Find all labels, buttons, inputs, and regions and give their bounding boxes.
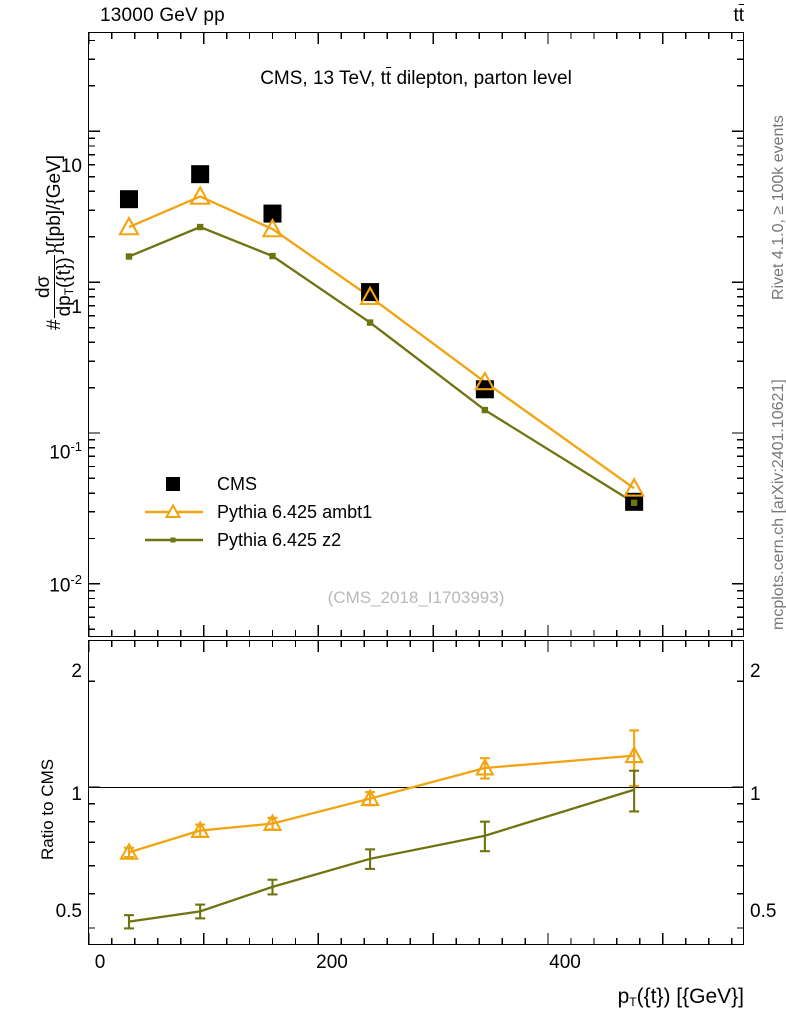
y-tick-label-1: 1 [8,297,82,319]
ratio-y-tick-label-1: 1 [71,784,82,805]
y-axis-label-hash: # [43,319,65,330]
plot-title-pre: CMS, 13 TeV, [260,68,381,89]
x-tick-label-400: 400 [549,952,581,973]
y-tick-1e-1-exp: -1 [70,439,82,454]
analysis-id-watermark: (CMS_2018_I1703993) [327,588,505,607]
ratio-y-tick-label-right-1: 1 [750,784,761,805]
legend-key-ambt1 [145,501,203,523]
legend-key-cms [145,473,203,495]
y-tick-1-text: 1 [71,297,82,318]
plot-title-t: t [380,68,386,89]
legend-label-ambt1: Pythia 6.425 ambt1 [217,501,373,522]
small-square-line-icon [145,537,203,543]
plot-title-tbar: t [385,68,392,89]
rivet-version-note: Rivet 4.1.0, ≥ 100k events [770,115,786,300]
ratio-y-tick-label-right-05: 0.5 [750,901,777,922]
beam-energy-label: 13000 GeV pp [100,5,225,26]
y-tick-label-1e-1: 10-1 [8,439,82,464]
open-triangle-line-icon [145,503,203,518]
y-axis-label-den-post: ({t}) [53,257,75,288]
y-tick-1e-1-text: 10 [49,442,71,464]
plot-title: CMS, 13 TeV, tt dilepton, parton level [88,68,744,90]
y-tick-1e-2-text: 10 [49,575,71,597]
plot-title-post: dilepton, parton level [391,68,572,89]
x-axis-label-post: ({t}) [{GeV}] [636,985,744,1008]
y-tick-label-1e-2: 10-2 [8,572,82,597]
legend: CMS Pythia 6.425 ambt1 Pythia 6.425 z2 [145,470,372,554]
ratio-y-axis-label: Ratio to CMS [38,758,57,860]
x-tick-label-200: 200 [316,952,348,973]
x-tick-label-0: 0 [94,952,106,973]
y-tick-label-10: 10 [8,156,82,178]
ratio-y-tick-label-2: 2 [71,661,82,682]
y-tick-10-text: 10 [60,156,82,177]
ratio-y-tick-label-right-2: 2 [750,661,761,682]
legend-label-z2: Pythia 6.425 z2 [217,529,342,550]
legend-item-cms[interactable]: CMS [145,470,372,498]
process-label: tt [733,5,744,27]
legend-item-z2[interactable]: Pythia 6.425 z2 [145,526,372,554]
legend-key-z2 [145,529,203,551]
x-axis-label: pT({t}) [{GeV}] [618,985,744,1009]
legend-label-cms: CMS [217,473,257,494]
process-label-t: t [733,5,739,26]
filled-square-icon [166,477,180,491]
x-axis-label-p: p [617,985,630,1008]
ratio-plot-panel [88,640,744,945]
legend-item-ambt1[interactable]: Pythia 6.425 ambt1 [145,498,372,526]
ratio-y-tick-label-05: 0.5 [55,901,82,922]
y-axis-label-den-sub: T [61,287,76,296]
mcplots-source-note: mcplots.cern.ch [arXiv:2401.10621] [770,379,786,630]
y-tick-1e-2-exp: -2 [70,572,82,587]
process-label-tbar: t [738,5,744,26]
x-axis-label-sub: T [629,995,637,1009]
